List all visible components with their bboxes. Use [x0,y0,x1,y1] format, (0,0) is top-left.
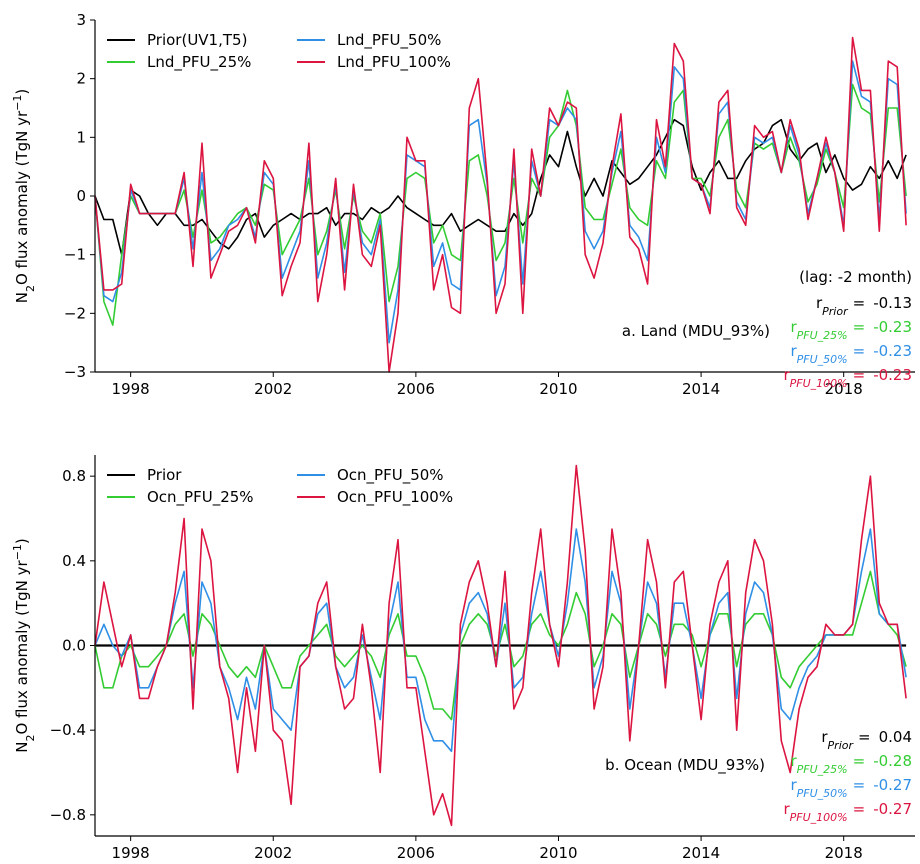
y-axis-label: N2O flux anomaly (TgN yr−1) [11,538,37,753]
stat-symbol: r [821,728,828,746]
series-line [94,83,907,326]
legend-label: Ocn_PFU_100% [337,488,453,507]
correlation-label: rPFU_50% = -0.27 [790,776,912,800]
stat-subscript: Prior [828,739,855,752]
legend-label: Ocn_PFU_50% [337,466,444,485]
stat-value: -0.27 [873,800,912,818]
correlation-label: rPFU_100% = -0.23 [783,366,912,390]
correlation-label: rPFU_100% = -0.27 [783,800,912,824]
stat-subscript: PFU_50% [797,353,848,366]
y-tick-label: −3 [64,363,86,381]
stat-relation: = [853,776,866,794]
legend-label: Prior [147,466,182,484]
y-axis-label-part: ) [13,538,31,544]
stat-relation: = [853,800,866,818]
x-tick-label: 2018 [825,844,863,862]
x-tick-label: 2010 [539,380,577,398]
annotation: (lag: -2 month) [799,268,912,286]
y-axis-label-part: N [13,292,31,303]
correlation-label: rPrior = -0.13 [816,294,912,318]
y-tick-label: −1 [64,246,86,264]
series-line [94,60,907,344]
stat-symbol: r [816,294,823,312]
y-tick-label: 1 [76,128,86,146]
y-tick-label: −0.8 [50,806,86,824]
x-tick-label: 2002 [254,844,292,862]
y-tick-label: −2 [64,304,86,322]
stat-symbol: r [783,800,790,818]
y-axis-label-part: N [13,742,31,753]
stat-value: -0.23 [873,318,912,336]
panel-title: b. Ocean (MDU_93%) [605,756,765,775]
y-axis-label-part: −1 [11,544,24,560]
stat-value: -0.27 [873,776,912,794]
x-tick-label: 1998 [112,844,150,862]
correlation-label: rPFU_50% = -0.23 [790,342,912,366]
legend-label: Ocn_PFU_25% [147,488,254,507]
stat-subscript: PFU_25% [797,763,848,776]
y-axis-label-part: ) [13,89,31,95]
y-axis-label-part: 2 [24,285,37,292]
y-tick-label: 3 [76,11,86,29]
x-tick-label: 1998 [112,380,150,398]
y-axis-label-part: O flux anomaly (TgN yr [13,110,31,285]
stat-value: -0.28 [873,752,912,770]
series-line [94,36,907,373]
x-tick-label: 2002 [254,380,292,398]
stat-relation: = [858,728,871,746]
legend-label: Lnd_PFU_25% [147,53,251,72]
x-tick-label: 2014 [682,844,720,862]
stat-relation: = [853,294,866,312]
stat-subscript: PFU_100% [790,811,848,824]
stat-value: -0.23 [873,366,912,384]
stat-subscript: PFU_50% [797,787,848,800]
x-tick-label: 2010 [539,844,577,862]
stat-relation: = [853,318,866,336]
stat-symbol: r [790,318,797,336]
stat-value: -0.13 [873,294,912,312]
stat-relation: = [853,752,866,770]
x-tick-label: 2014 [682,380,720,398]
legend-label: Prior(UV1,T5) [147,31,247,49]
x-tick-label: 2006 [397,380,435,398]
correlation-label: rPFU_25% = -0.28 [790,752,912,776]
y-tick-label: 2 [76,70,86,88]
panel-title: a. Land (MDU_93%) [622,322,770,341]
stat-relation: = [853,342,866,360]
y-tick-label: 0 [76,187,86,205]
series-line [94,464,907,827]
x-tick-label: 2006 [397,844,435,862]
stat-subscript: PFU_100% [790,377,848,390]
correlation-label: rPFU_25% = -0.23 [790,318,912,342]
stat-subscript: Prior [822,305,849,318]
y-tick-label: 0.0 [62,637,86,655]
y-axis-label-part: 2 [24,735,37,742]
stat-symbol: r [783,366,790,384]
y-axis-label-part: −1 [11,95,24,111]
stat-value: -0.23 [873,342,912,360]
stat-symbol: r [790,776,797,794]
stat-symbol: r [790,342,797,360]
y-axis-label: N2O flux anomaly (TgN yr−1) [11,89,37,304]
series-line [94,528,907,753]
stat-relation: = [853,366,866,384]
stat-value: 0.04 [879,728,912,746]
y-tick-label: −0.4 [50,721,86,739]
correlation-label: rPrior = 0.04 [821,728,912,752]
stat-subscript: PFU_25% [797,329,848,342]
legend-label: Lnd_PFU_50% [337,31,441,50]
panel: 0.8 0.4 0.0 −0.4 −0.8 1998 2002 2006 2010 2014 201… [11,455,915,862]
legend-label: Lnd_PFU_100% [337,53,451,72]
y-tick-label: 0.4 [62,552,86,570]
y-axis-label-part: O flux anomaly (TgN yr [13,559,31,734]
series-line [94,118,907,256]
x-tick-label: 2018 [825,380,863,398]
stat-symbol: r [790,752,797,770]
y-tick-label: 0.8 [62,467,86,485]
